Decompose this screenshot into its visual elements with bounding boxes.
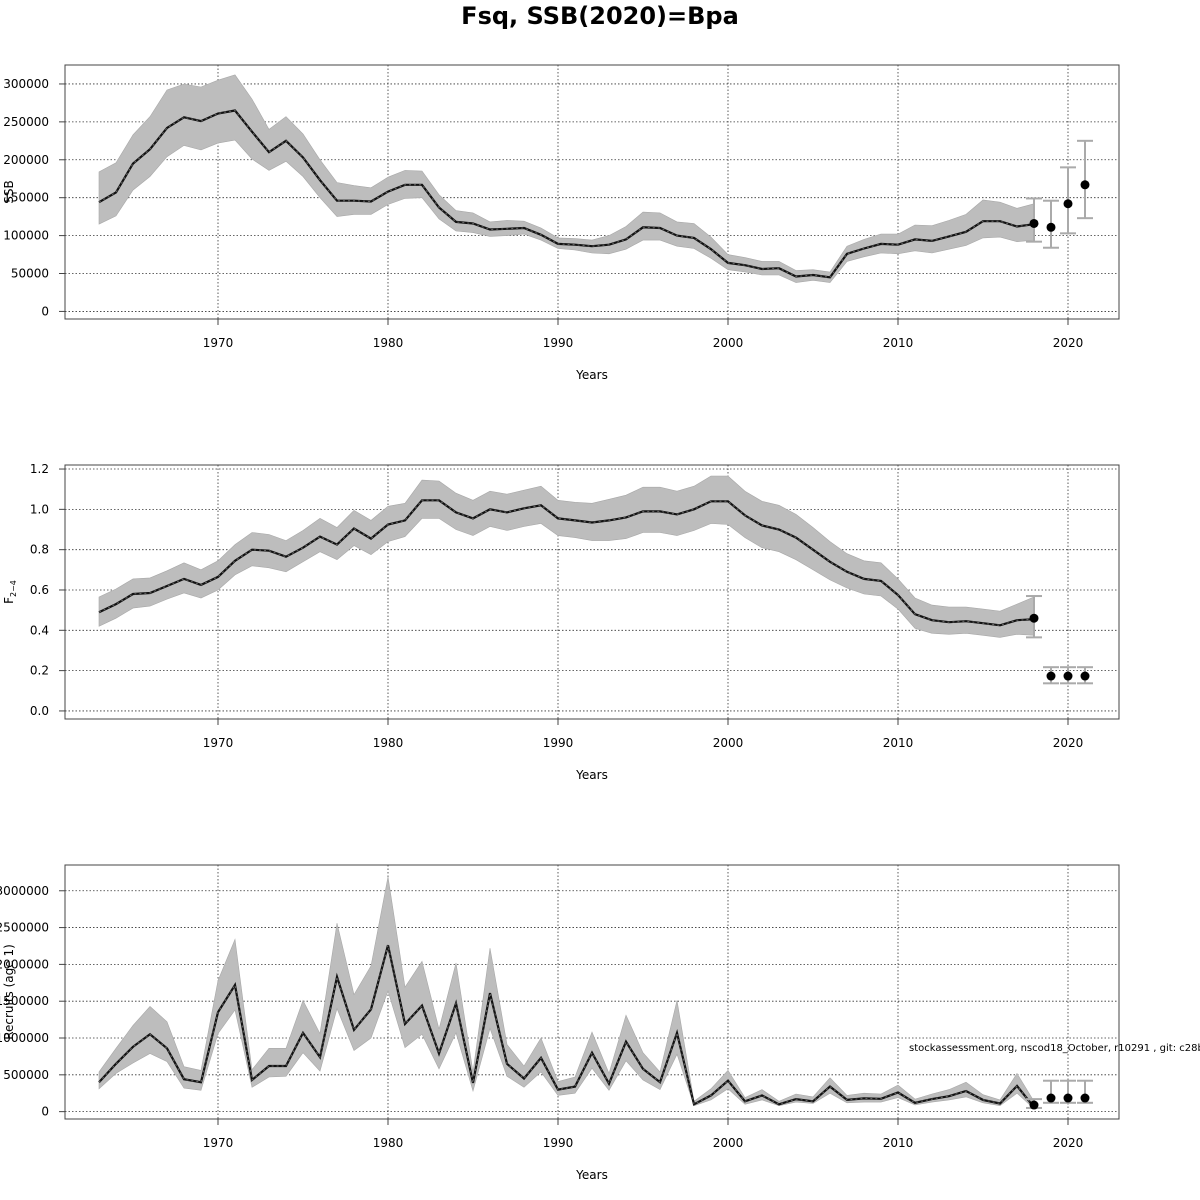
f-forecast-point (1080, 671, 1090, 681)
recruits-frame (64, 864, 1120, 1120)
f-estimate-line-dash (98, 499, 1035, 626)
f-ytick-label: 0.4 (30, 623, 49, 637)
f-ytick-label: 0.0 (30, 704, 49, 718)
recruits-xtick-label: 2020 (1053, 1136, 1084, 1150)
ssb-forecast-point (1063, 199, 1073, 209)
recruits-forecast-point (1029, 1100, 1039, 1110)
recruits-ytick-label: 0 (41, 1105, 49, 1119)
f-ytick-label: 1.0 (30, 502, 49, 516)
f-forecast-point (1029, 613, 1039, 623)
footnote: stockassessment.org, nscod18_October, r1… (909, 1043, 1200, 1054)
recruits-xtick-label: 1980 (373, 1136, 404, 1150)
f-xtick-label: 2010 (883, 736, 914, 750)
f-forecast-point (1063, 671, 1073, 681)
recruits-ytick-label: 1500000 (0, 994, 49, 1008)
recruits-panel: 1970 1980 1990 2000 2010 2020 0 500000 1000000 15… (0, 864, 1120, 1182)
f-xtick-label: 2020 (1053, 736, 1084, 750)
ssb-ytick-label: 50000 (11, 267, 49, 281)
recruits-xtick-label: 2000 (713, 1136, 744, 1150)
ssb-confidence-band (98, 74, 1035, 283)
recruits-xtick-label: 2010 (883, 1136, 914, 1150)
ssb-xtick-label: 1980 (373, 336, 404, 350)
ssb-ytick-label: 250000 (3, 115, 49, 129)
f-xlabel: Years (575, 768, 608, 782)
recruits-xtick-label: 1990 (543, 1136, 574, 1150)
ssb-ytick-label: 0 (41, 304, 49, 318)
ssb-estimate-line-dash (98, 109, 1035, 278)
recruits-forecast-point (1080, 1093, 1090, 1103)
recruits-forecast-point (1063, 1093, 1073, 1103)
recruits-xtick-label: 1970 (203, 1136, 234, 1150)
f-ytick-label: 0.8 (30, 543, 49, 557)
panels: 1970 1980 1990 2000 2010 2020 0 50000 100000 1500… (0, 64, 1120, 1182)
ssb-xtick-label: 2010 (883, 336, 914, 350)
ssb-panel: 1970 1980 1990 2000 2010 2020 0 50000 100000 1500… (2, 64, 1120, 382)
ssb-xlabel: Years (575, 368, 608, 382)
ssb-forecast-point (1029, 218, 1039, 228)
recruits-ytick-label: 2000000 (0, 957, 49, 971)
ssb-forecast-point (1080, 180, 1090, 190)
ssb-ytick-label: 200000 (3, 153, 49, 167)
f-panel: 1970 1980 1990 2000 2010 2020 0.0 0.2 0.4 0.6 0.8 1… (2, 462, 1120, 782)
recruits-ytick-label: 500000 (3, 1068, 49, 1082)
f-xtick-label: 1990 (543, 736, 574, 750)
ssb-xtick-label: 2020 (1053, 336, 1084, 350)
ssb-xtick-label: 1970 (203, 336, 234, 350)
f-forecast-point (1046, 671, 1056, 681)
recruits-xlabel: Years (575, 1168, 608, 1182)
f-xtick-label: 2000 (713, 736, 744, 750)
recruits-ytick-label: 3000000 (0, 884, 49, 898)
figure-title: Fsq, SSB(2020)=Bpa (461, 2, 739, 30)
f-xtick-label: 1970 (203, 736, 234, 750)
recruits-confidence-band (98, 876, 1035, 1110)
ssb-frame (64, 64, 1120, 320)
recruits-ytick-label: 2500000 (0, 921, 49, 935)
ssb-xtick-label: 1990 (543, 336, 574, 350)
f-frame (64, 464, 1120, 720)
ssb-ytick-label: 300000 (3, 77, 49, 91)
f-ytick-label: 1.2 (30, 462, 49, 476)
f-ytick-label: 0.6 (30, 583, 49, 597)
recruits-estimate-line-dash (98, 945, 1035, 1108)
ssb-ytick-label: 150000 (3, 191, 49, 205)
ssb-ytick-label: 100000 (3, 229, 49, 243)
f-ylabel: F2−4 (2, 580, 18, 604)
ssb-ylabel: SSB (2, 180, 16, 203)
ssb-forecast-point (1046, 222, 1056, 232)
f-ytick-label: 0.2 (30, 664, 49, 678)
recruits-ytick-label: 1000000 (0, 1031, 49, 1045)
ssb-xtick-label: 2000 (713, 336, 744, 350)
recruits-ylabel: Recruits (age 1) (2, 944, 16, 1040)
recruits-forecast-point (1046, 1093, 1056, 1103)
f-xtick-label: 1980 (373, 736, 404, 750)
